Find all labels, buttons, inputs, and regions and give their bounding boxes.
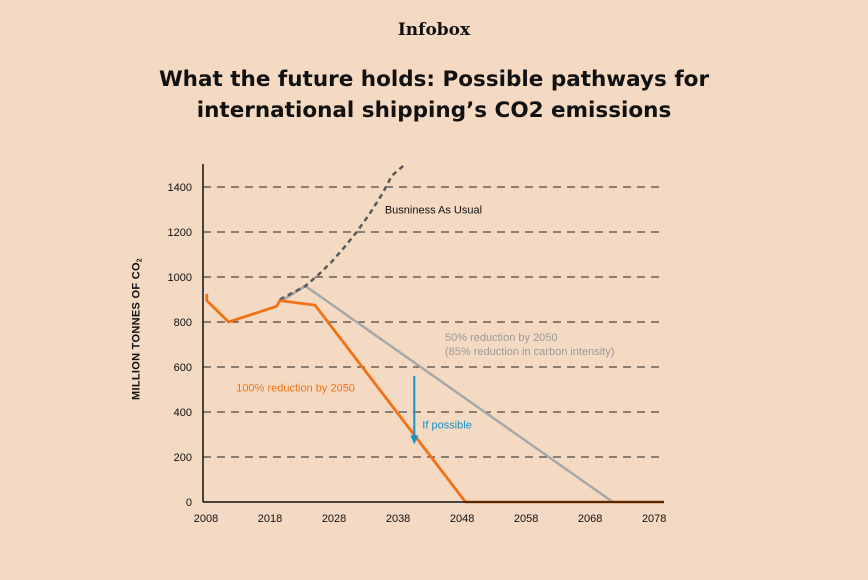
y-axis-label-text: MILLION TONNES OF CO: [130, 262, 143, 400]
y-tick-label-600: 600: [174, 362, 192, 374]
if-possible-label: If possible: [422, 419, 472, 431]
y-tick-label-0: 0: [186, 497, 192, 509]
y-axis-label-subscript: 2: [136, 258, 144, 263]
y-tick-label-800: 800: [174, 317, 192, 329]
y-tick-label-400: 400: [174, 407, 192, 419]
x-tick-label-2058: 2058: [514, 513, 538, 525]
y-axis-label: MILLION TONNES OF CO2: [131, 258, 144, 400]
y-tick-label-1200: 1200: [168, 227, 192, 239]
chart-title-line-1: What the future holds: Possible pathways…: [158, 67, 710, 92]
x-tick-label-2078: 2078: [642, 513, 666, 525]
y-tick-label-200: 200: [174, 452, 192, 464]
series-line-bau: [279, 163, 406, 301]
chart-title-line-2: international shipping’s CO2 emissions: [196, 98, 672, 123]
series-label-r100: 100% reduction by 2050: [236, 382, 355, 394]
x-tick-label-2048: 2048: [450, 513, 474, 525]
brand-name: Infobox: [397, 20, 471, 40]
y-tick-label-1000: 1000: [168, 272, 192, 284]
series-line-r100: [205, 293, 664, 504]
x-tick-label-2018: 2018: [258, 513, 282, 525]
series-label-r50-note: (85% reduction in carbon intensity): [445, 346, 614, 358]
series-label-r50: 50% reduction by 2050: [445, 332, 558, 344]
x-tick-label-2028: 2028: [322, 513, 346, 525]
if-possible-arrow-head: [410, 435, 419, 445]
x-tick-label-2068: 2068: [578, 513, 602, 525]
chart-title: What the future holds: Possible pathways…: [134, 64, 734, 126]
x-tick-label-2008: 2008: [194, 513, 218, 525]
y-tick-label-1400: 1400: [168, 182, 192, 194]
x-tick-label-2038: 2038: [386, 513, 410, 525]
series-label-bau: Busniness As Usual: [385, 205, 482, 217]
